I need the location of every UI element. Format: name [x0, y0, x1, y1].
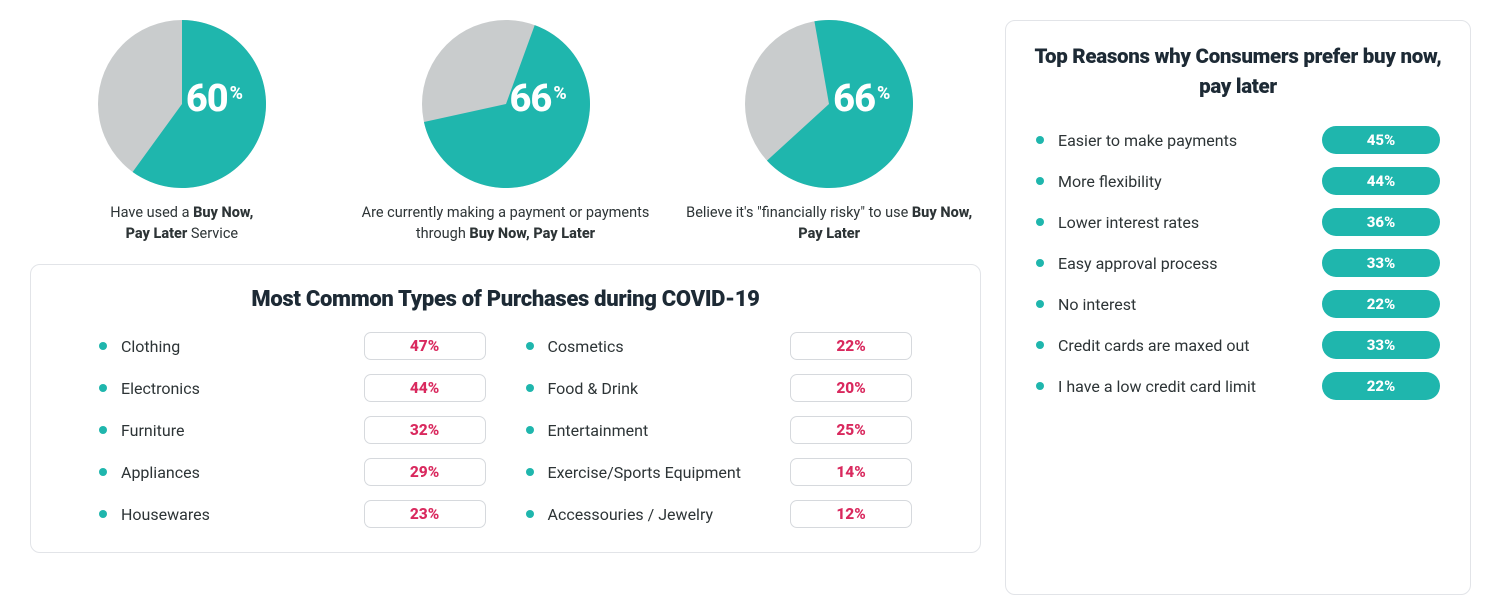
reason-row: I have a low credit card limit 22%: [1036, 372, 1440, 400]
purchase-label: Clothing: [121, 337, 180, 356]
reasons-panel: Top Reasons why Consumers prefer buy now…: [1005, 20, 1471, 595]
purchase-label: Cosmetics: [548, 337, 624, 356]
pie-chart-2: 66%: [745, 20, 913, 188]
reason-value-pill: 22%: [1322, 290, 1440, 318]
pie-caption-2: Believe it's "financially risky" to use …: [684, 202, 974, 244]
purchase-row: Food & Drink 20%: [526, 374, 913, 402]
reasons-title: Top Reasons why Consumers prefer buy now…: [1034, 43, 1442, 102]
purchase-row: Appliances 29%: [99, 458, 486, 486]
purchase-label: Food & Drink: [548, 379, 639, 398]
pie-card-0: 60% Have used a Buy Now,Pay Later Service: [30, 20, 334, 244]
reason-label: Credit cards are maxed out: [1058, 336, 1250, 355]
reason-value-pill: 33%: [1322, 249, 1440, 277]
purchase-row: Clothing 47%: [99, 332, 486, 360]
bullet-icon: [99, 426, 107, 434]
reason-value-pill: 36%: [1322, 208, 1440, 236]
purchase-value-pill: 29%: [364, 458, 486, 486]
pie-label-1: 66%: [510, 80, 567, 118]
purchase-value-pill: 22%: [790, 332, 912, 360]
reason-label: More flexibility: [1058, 172, 1162, 191]
reason-label: No interest: [1058, 295, 1136, 314]
pie-row: 60% Have used a Buy Now,Pay Later Service…: [30, 20, 981, 244]
bullet-icon: [526, 384, 534, 392]
purchase-label: Exercise/Sports Equipment: [548, 463, 741, 482]
purchase-value-pill: 25%: [790, 416, 912, 444]
bullet-icon: [526, 468, 534, 476]
bullet-icon: [526, 426, 534, 434]
purchase-value-pill: 14%: [790, 458, 912, 486]
purchase-row: Exercise/Sports Equipment 14%: [526, 458, 913, 486]
bullet-icon: [1036, 259, 1044, 267]
pie-chart-0: 60%: [98, 20, 266, 188]
reason-row: No interest 22%: [1036, 290, 1440, 318]
purchases-col-0: Clothing 47% Electronics 44% Furniture 32% App…: [99, 332, 486, 528]
purchase-value-pill: 12%: [790, 500, 912, 528]
bullet-icon: [1036, 218, 1044, 226]
right-column: Top Reasons why Consumers prefer buy now…: [1005, 20, 1471, 595]
purchase-value-pill: 32%: [364, 416, 486, 444]
pie-label-2: 66%: [833, 80, 890, 118]
purchases-title: Most Common Types of Purchases during CO…: [59, 287, 952, 312]
reasons-list: Easier to make payments 45% More flexibili…: [1034, 126, 1442, 400]
purchase-row: Entertainment 25%: [526, 416, 913, 444]
left-column: 60% Have used a Buy Now,Pay Later Service…: [30, 20, 981, 595]
reason-value-pill: 33%: [1322, 331, 1440, 359]
infographic-root: 60% Have used a Buy Now,Pay Later Service…: [30, 20, 1471, 595]
purchase-label: Appliances: [121, 463, 200, 482]
purchase-value-pill: 20%: [790, 374, 912, 402]
purchases-panel: Most Common Types of Purchases during CO…: [30, 264, 981, 553]
reason-row: Easy approval process 33%: [1036, 249, 1440, 277]
pie-card-1: 66% Are currently making a payment or pay…: [354, 20, 658, 244]
purchase-row: Electronics 44%: [99, 374, 486, 402]
reason-value-pill: 44%: [1322, 167, 1440, 195]
reason-value-pill: 45%: [1322, 126, 1440, 154]
pie-card-2: 66% Believe it's "financially risky" to u…: [677, 20, 981, 244]
purchase-value-pill: 44%: [364, 374, 486, 402]
reason-row: Lower interest rates 36%: [1036, 208, 1440, 236]
purchase-value-pill: 47%: [364, 332, 486, 360]
purchase-label: Housewares: [121, 505, 210, 524]
pie-caption-1: Are currently making a payment or paymen…: [361, 202, 651, 244]
purchase-row: Furniture 32%: [99, 416, 486, 444]
purchase-row: Accessouries / Jewelry 12%: [526, 500, 913, 528]
purchases-col-1: Cosmetics 22% Food & Drink 20% Entertainment…: [526, 332, 913, 528]
pie-caption-0: Have used a Buy Now,Pay Later Service: [110, 202, 253, 244]
purchase-value-pill: 23%: [364, 500, 486, 528]
reason-row: Credit cards are maxed out 33%: [1036, 331, 1440, 359]
reason-label: Easier to make payments: [1058, 131, 1237, 150]
bullet-icon: [1036, 382, 1044, 390]
bullet-icon: [526, 342, 534, 350]
reason-row: Easier to make payments 45%: [1036, 126, 1440, 154]
bullet-icon: [526, 510, 534, 518]
bullet-icon: [99, 510, 107, 518]
bullet-icon: [99, 468, 107, 476]
bullet-icon: [1036, 300, 1044, 308]
bullet-icon: [1036, 136, 1044, 144]
bullet-icon: [99, 342, 107, 350]
bullet-icon: [99, 384, 107, 392]
purchase-row: Cosmetics 22%: [526, 332, 913, 360]
bullet-icon: [1036, 177, 1044, 185]
reason-label: I have a low credit card limit: [1058, 377, 1256, 396]
pie-chart-1: 66%: [422, 20, 590, 188]
reason-value-pill: 22%: [1322, 372, 1440, 400]
purchase-label: Accessouries / Jewelry: [548, 505, 714, 524]
purchase-row: Housewares 23%: [99, 500, 486, 528]
pie-label-0: 60%: [186, 80, 243, 118]
purchase-label: Entertainment: [548, 421, 649, 440]
purchase-label: Furniture: [121, 421, 184, 440]
purchase-label: Electronics: [121, 379, 200, 398]
reason-row: More flexibility 44%: [1036, 167, 1440, 195]
reason-label: Easy approval process: [1058, 254, 1217, 273]
reason-label: Lower interest rates: [1058, 213, 1199, 232]
purchases-grid: Clothing 47% Electronics 44% Furniture 32% App…: [59, 332, 952, 528]
bullet-icon: [1036, 341, 1044, 349]
